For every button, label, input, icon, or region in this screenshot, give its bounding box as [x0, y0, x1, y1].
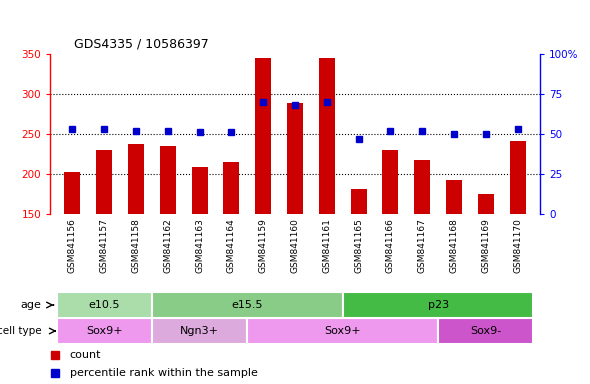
Text: GSM841160: GSM841160 — [290, 218, 300, 273]
Text: GSM841159: GSM841159 — [258, 218, 268, 273]
Text: GSM841169: GSM841169 — [481, 218, 490, 273]
Text: GSM841165: GSM841165 — [354, 218, 363, 273]
Text: p23: p23 — [428, 300, 448, 310]
Bar — [446, 180, 462, 214]
Bar — [57, 318, 152, 344]
Bar — [255, 58, 271, 214]
Bar — [350, 189, 366, 214]
Bar — [319, 58, 335, 214]
Text: Sox9-: Sox9- — [470, 326, 502, 336]
Bar — [160, 146, 176, 214]
Bar — [224, 162, 240, 214]
Bar — [152, 318, 247, 344]
Text: GSM841170: GSM841170 — [513, 218, 522, 273]
Text: age: age — [21, 300, 41, 310]
Text: Ngn3+: Ngn3+ — [180, 326, 219, 336]
Bar — [287, 103, 303, 214]
Text: percentile rank within the sample: percentile rank within the sample — [70, 368, 258, 378]
Text: GSM841162: GSM841162 — [163, 218, 172, 273]
Text: count: count — [70, 350, 101, 360]
Text: GSM841164: GSM841164 — [227, 218, 236, 273]
Text: GSM841157: GSM841157 — [100, 218, 109, 273]
Bar — [510, 141, 526, 214]
Text: GSM841158: GSM841158 — [132, 218, 140, 273]
Bar — [152, 292, 343, 318]
Text: GSM841163: GSM841163 — [195, 218, 204, 273]
Bar — [64, 172, 80, 214]
Bar — [478, 194, 494, 214]
Text: Sox9+: Sox9+ — [86, 326, 123, 336]
Text: Sox9+: Sox9+ — [324, 326, 361, 336]
Text: GSM841166: GSM841166 — [386, 218, 395, 273]
Text: cell type: cell type — [0, 326, 41, 336]
Bar — [382, 150, 398, 214]
Text: e15.5: e15.5 — [231, 300, 263, 310]
Bar — [128, 144, 144, 214]
Bar — [438, 318, 533, 344]
Text: GSM841156: GSM841156 — [68, 218, 77, 273]
Bar — [96, 150, 112, 214]
Bar — [192, 167, 208, 214]
Bar — [343, 292, 533, 318]
Text: GDS4335 / 10586397: GDS4335 / 10586397 — [74, 37, 208, 50]
Bar — [414, 161, 430, 214]
Bar — [247, 318, 438, 344]
Text: e10.5: e10.5 — [88, 300, 120, 310]
Text: GSM841161: GSM841161 — [322, 218, 332, 273]
Text: GSM841168: GSM841168 — [450, 218, 458, 273]
Bar — [57, 292, 152, 318]
Text: GSM841167: GSM841167 — [418, 218, 427, 273]
